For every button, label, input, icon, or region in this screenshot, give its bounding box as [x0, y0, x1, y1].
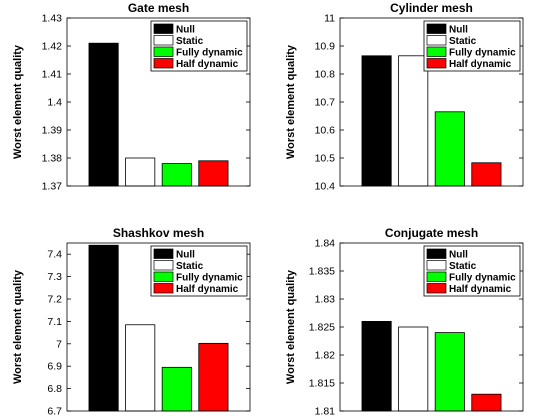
y-tick-label: 11 — [324, 13, 335, 25]
legend-label: Half dynamic — [449, 284, 512, 295]
legend-swatch — [426, 271, 447, 282]
legend-swatch — [426, 35, 447, 46]
y-tick-label: 6.9 — [47, 361, 62, 373]
bar-static — [125, 324, 156, 412]
legend-swatch — [153, 248, 174, 259]
y-axis-label: Worst element quality — [285, 44, 297, 159]
bar-static — [398, 326, 429, 412]
chart-title: Shashkov mesh — [113, 226, 204, 240]
bar-half-dynamic — [471, 162, 502, 187]
legend-label: Half dynamic — [449, 59, 512, 70]
bar-half-dynamic — [198, 342, 229, 412]
y-tick-label: 10.8 — [315, 69, 336, 81]
legend-label: Half dynamic — [176, 284, 239, 295]
legend-label: Fully dynamic — [449, 273, 516, 284]
bar-null — [361, 320, 392, 412]
y-tick-label: 1.41 — [42, 69, 63, 81]
legend-swatch — [426, 248, 447, 259]
y-tick-label: 10.9 — [315, 41, 336, 53]
y-tick-label: 7.1 — [47, 316, 62, 328]
legend-label: Null — [449, 250, 468, 261]
y-tick-label: 7.4 — [47, 249, 62, 261]
chart-panel-0: 1.37 1.38 1.39 1.4 1.41 1.42 1.43 Gate mesh Wors… — [12, 1, 251, 193]
y-tick-label: 1.84 — [315, 238, 336, 250]
bar-static — [398, 55, 429, 187]
chart-panel-3: 1.81 1.815 1.82 1.825 1.83 1.835 1.84 Conjugate… — [285, 226, 524, 418]
y-tick-label: 1.42 — [42, 41, 63, 53]
y-tick-label: 10.4 — [315, 181, 336, 193]
y-tick-label: 10.7 — [315, 97, 336, 109]
legend-label: Fully dynamic — [176, 273, 243, 284]
y-tick-label: 10.5 — [315, 153, 336, 165]
y-tick-label: 7.2 — [47, 294, 62, 306]
y-tick-label: 1.4 — [47, 97, 62, 109]
chart-title: Cylinder mesh — [390, 1, 473, 15]
y-tick-label: 1.81 — [315, 406, 336, 418]
y-tick-label: 1.835 — [309, 266, 335, 278]
chart-panel-2: 6.7 6.8 6.9 7 7.1 7.2 7.3 7.4 Shashkov mesh Worst… — [12, 226, 251, 418]
legend-label: Fully dynamic — [176, 48, 243, 59]
legend-label: Null — [176, 25, 195, 36]
legend-label: Null — [176, 250, 195, 261]
y-axis-label: Worst element quality — [12, 269, 24, 384]
legend-swatch — [153, 35, 174, 46]
y-tick-label: 7.3 — [47, 271, 62, 283]
legend-label: Fully dynamic — [449, 48, 516, 59]
bar-null — [361, 55, 392, 187]
y-tick-label: 6.7 — [47, 406, 62, 418]
legend-label: Static — [176, 36, 204, 47]
y-tick-label: 1.825 — [309, 322, 335, 334]
y-tick-label: 6.8 — [47, 383, 62, 395]
y-tick-label: 1.38 — [42, 153, 63, 165]
bar-static — [125, 157, 156, 187]
legend-label: Static — [449, 36, 477, 47]
legend-label: Static — [449, 261, 477, 272]
y-tick-label: 1.82 — [315, 350, 336, 362]
legend-swatch — [153, 260, 174, 271]
y-tick-label: 1.39 — [42, 125, 63, 137]
legend-label: Half dynamic — [176, 59, 239, 70]
y-tick-label: 1.83 — [315, 294, 336, 306]
y-axis-label: Worst element quality — [12, 44, 24, 159]
y-tick-label: 1.815 — [309, 378, 335, 390]
legend-swatch — [153, 271, 174, 282]
bar-fully-dynamic — [434, 111, 465, 187]
legend-swatch — [153, 46, 174, 57]
bar-half-dynamic — [198, 160, 229, 187]
legend-swatch — [426, 58, 447, 69]
legend-swatch — [426, 283, 447, 294]
legend-swatch — [153, 58, 174, 69]
chart-title: Gate mesh — [128, 1, 189, 15]
chart-title: Conjugate mesh — [385, 226, 478, 240]
legend-swatch — [426, 260, 447, 271]
y-tick-label: 10.6 — [315, 125, 336, 137]
y-axis-label: Worst element quality — [285, 269, 297, 384]
bar-fully-dynamic — [161, 366, 192, 412]
y-tick-label: 1.37 — [42, 181, 63, 193]
bar-null — [88, 244, 119, 412]
bar-half-dynamic — [471, 393, 502, 412]
legend-label: Null — [449, 25, 468, 36]
y-tick-label: 1.43 — [42, 13, 63, 25]
legend-swatch — [153, 283, 174, 294]
bar-null — [88, 42, 119, 187]
chart-panel-1: 10.4 10.5 10.6 10.7 10.8 10.9 11 Cylinder mesh W… — [285, 1, 524, 193]
y-tick-label: 7 — [56, 338, 62, 350]
legend-label: Static — [176, 261, 204, 272]
legend-swatch — [153, 23, 174, 34]
legend-swatch — [426, 23, 447, 34]
bar-fully-dynamic — [161, 163, 192, 187]
legend-swatch — [426, 46, 447, 57]
axes-box — [66, 242, 251, 412]
bar-fully-dynamic — [434, 332, 465, 412]
